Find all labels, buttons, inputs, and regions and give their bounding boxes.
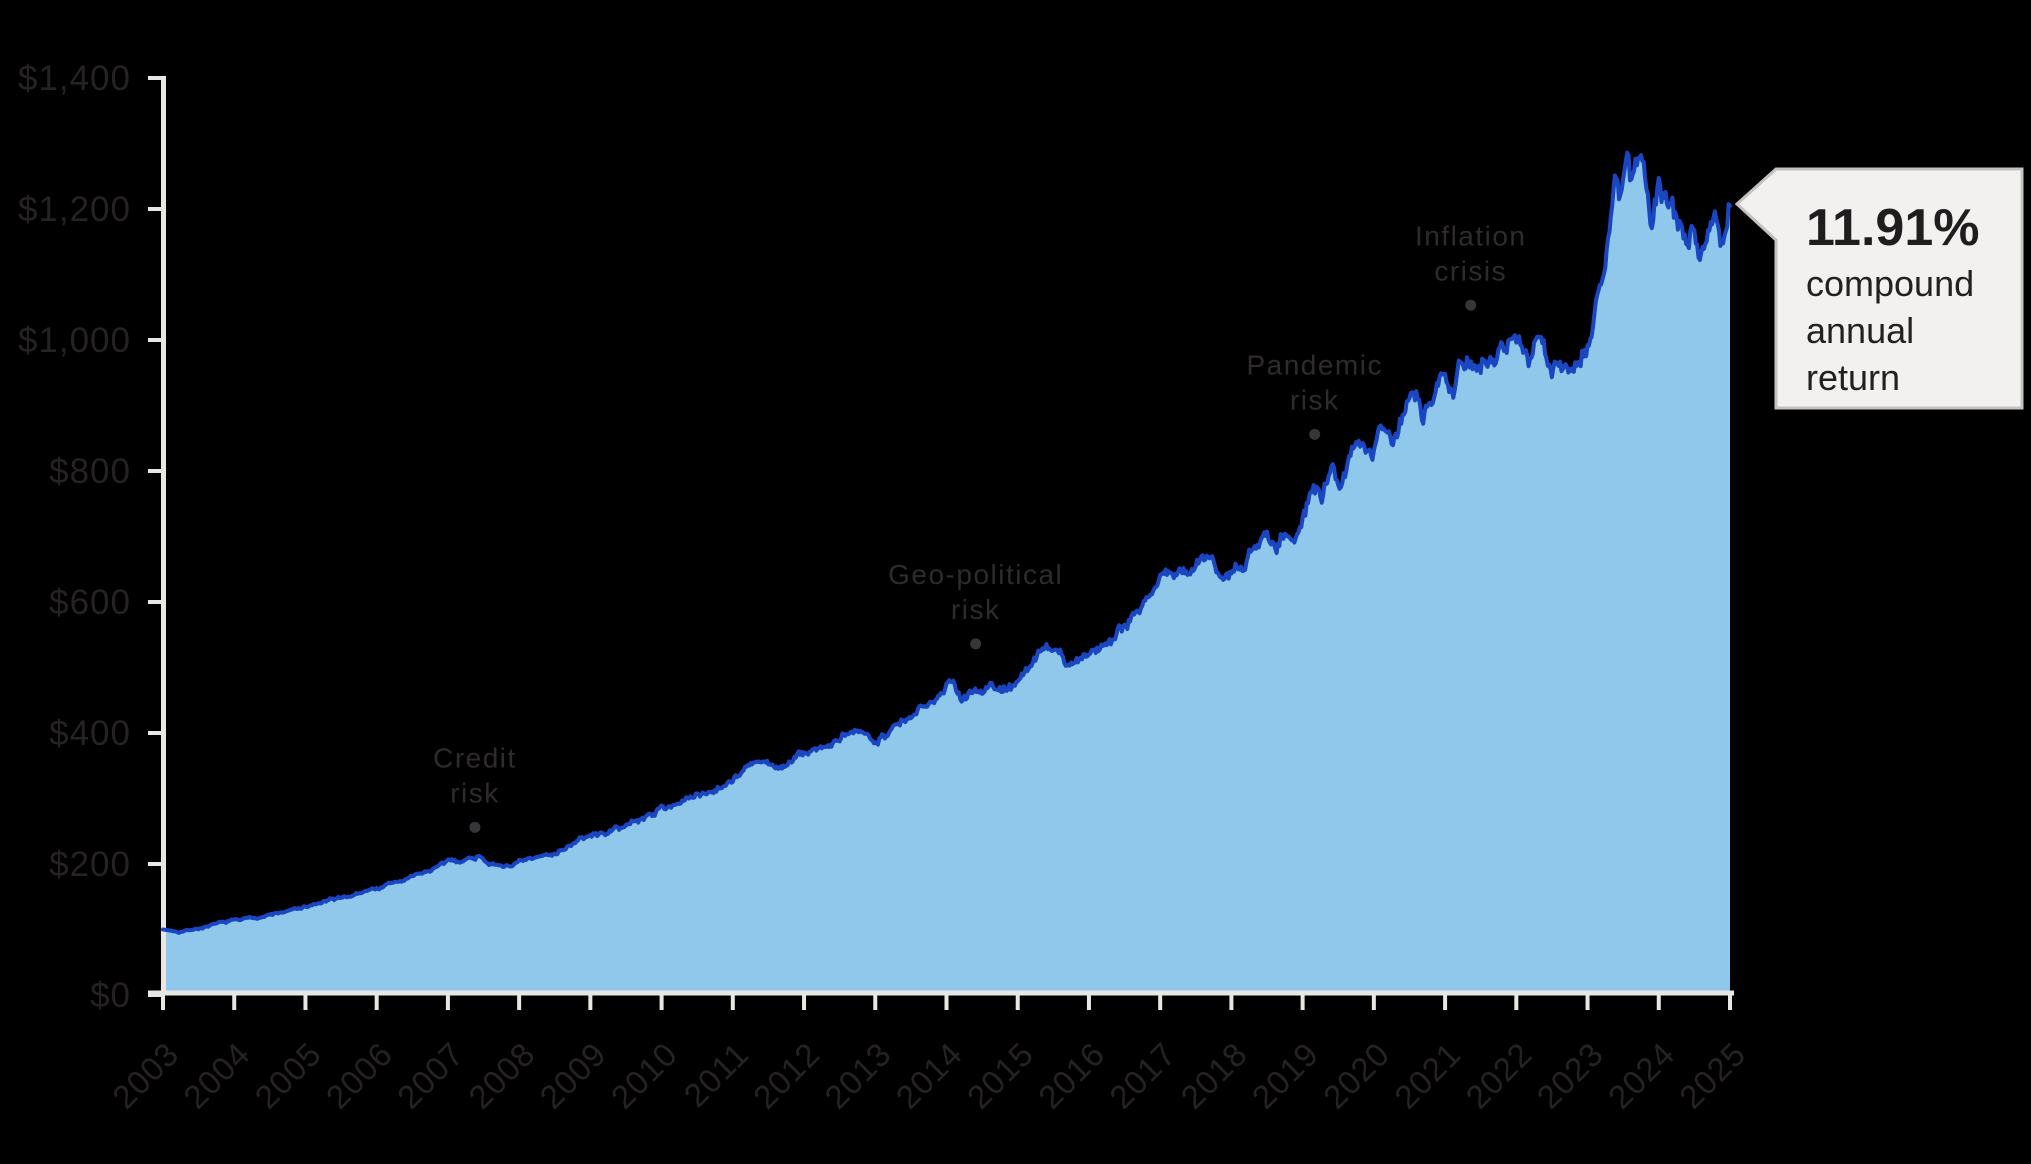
annotation-dot xyxy=(1465,299,1477,311)
x-tick-label: 2006 xyxy=(319,1035,400,1116)
x-tick-label: 2024 xyxy=(1601,1035,1682,1116)
area-series-group xyxy=(163,152,1730,991)
y-tick-label: $600 xyxy=(49,583,131,622)
x-tick-label: 2020 xyxy=(1316,1035,1397,1116)
axes-group xyxy=(148,76,1734,1010)
y-tick-label: $400 xyxy=(49,714,131,753)
x-tick-label: 2016 xyxy=(1031,1035,1112,1116)
annotation-label-line1: Geo-political xyxy=(888,559,1063,590)
x-tick-label: 2003 xyxy=(105,1035,186,1116)
y-tick-labels: $0 $200 $400 $600 $800 $1,000 $1,200 $1,400 xyxy=(18,59,131,1015)
event-annotation: Pandemic risk xyxy=(1246,349,1383,440)
x-tick-label: 2005 xyxy=(247,1035,328,1116)
x-tick-label: 2017 xyxy=(1102,1035,1183,1116)
annotation-label-line2: risk xyxy=(450,777,500,808)
y-tick-label: $200 xyxy=(49,845,131,884)
x-tick-label: 2022 xyxy=(1458,1035,1539,1116)
annotation-label-line1: Inflation xyxy=(1415,220,1527,251)
callout-bubble xyxy=(1734,167,2024,410)
annotation-dot xyxy=(469,821,481,833)
y-tick-label: $1,400 xyxy=(18,59,131,98)
x-tick-label: 2023 xyxy=(1530,1035,1611,1116)
x-tick-label: 2008 xyxy=(461,1035,542,1116)
x-tick-label: 2014 xyxy=(889,1035,970,1116)
callout: 11.91% compound annual return xyxy=(1806,200,2011,401)
annotation-label-line2: risk xyxy=(1290,384,1340,415)
annotation-dot xyxy=(970,638,982,650)
x-tick-label: 2025 xyxy=(1672,1035,1753,1116)
y-tick-label: $0 xyxy=(90,976,131,1015)
event-annotation: Credit risk xyxy=(433,742,517,833)
x-tick-label: 2021 xyxy=(1387,1035,1468,1116)
x-tick-label: 2007 xyxy=(390,1035,471,1116)
callout-bubble-shape xyxy=(1734,167,2024,410)
y-tick-label: $800 xyxy=(49,452,131,491)
annotation-label-line1: Credit xyxy=(433,742,517,773)
annotation-dot xyxy=(1309,428,1321,440)
callout-headline: 11.91% xyxy=(1806,199,1980,257)
x-tick-label: 2019 xyxy=(1245,1035,1326,1116)
x-tick-label: 2010 xyxy=(604,1035,685,1116)
annotations-group: Credit risk Geo-political risk Pandemic risk I… xyxy=(433,220,1527,833)
series-line xyxy=(161,150,1732,935)
x-tick-label: 2004 xyxy=(176,1035,257,1116)
callout-body: compound annual return xyxy=(1806,263,1975,398)
x-tick-label: 2009 xyxy=(532,1035,613,1116)
line-series-group xyxy=(161,150,1732,935)
x-tick-label: 2018 xyxy=(1173,1035,1254,1116)
x-tick-label: 2013 xyxy=(817,1035,898,1116)
x-tick-label: 2011 xyxy=(677,1035,756,1114)
x-tick-labels: 2003200420052006200720082009201020112012… xyxy=(105,1035,1753,1116)
y-tick-label: $1,200 xyxy=(18,190,131,229)
y-tick-label: $1,000 xyxy=(18,321,131,360)
area-fill xyxy=(163,152,1730,991)
annotation-label-line2: crisis xyxy=(1434,255,1507,286)
event-annotation: Geo-political risk xyxy=(888,559,1063,650)
annotation-label-line1: Pandemic xyxy=(1246,349,1383,380)
annotation-label-line2: risk xyxy=(951,594,1001,625)
x-tick-label: 2012 xyxy=(746,1035,827,1116)
event-annotation: Inflation crisis xyxy=(1415,220,1527,311)
x-tick-label: 2015 xyxy=(960,1035,1041,1116)
